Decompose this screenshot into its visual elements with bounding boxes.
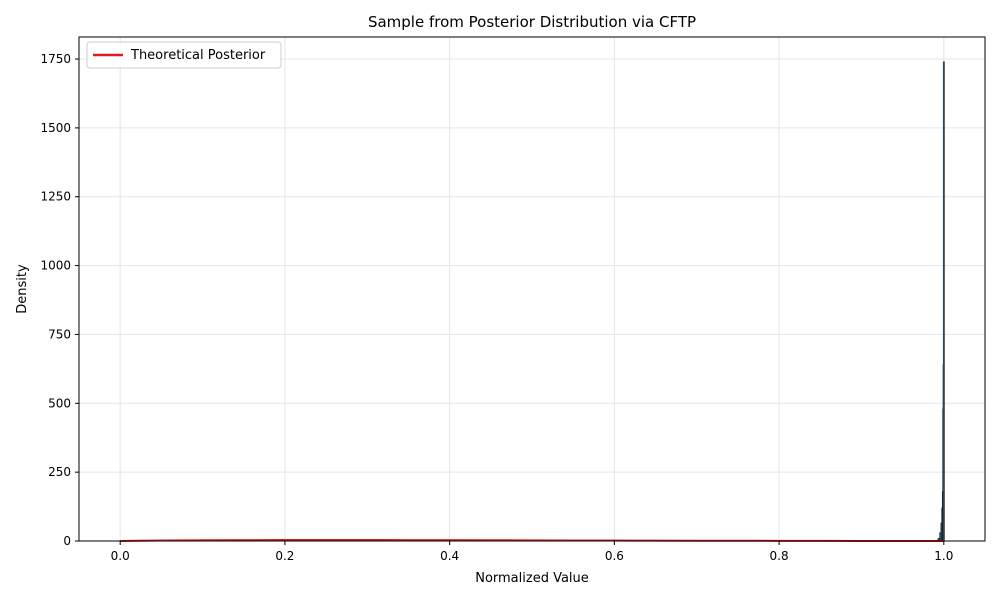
y-tick-label: 1250 [40,190,71,204]
chart-title: Sample from Posterior Distribution via C… [368,13,696,31]
y-axis-ticks: 0 250 500 750 1000 1250 1500 1750 [40,52,79,548]
x-axis-ticks: 0.0 0.2 0.4 0.6 0.8 1.0 [111,541,953,563]
plot-frame [78,36,986,542]
legend-label: Theoretical Posterior [130,48,266,63]
grid-lines [79,37,985,542]
y-tick-label: 250 [48,465,71,479]
legend: Theoretical Posterior [86,41,282,69]
y-tick-label: 750 [48,327,71,341]
x-tick-label: 0.2 [275,549,294,563]
histogram-bar [942,61,945,542]
y-tick-label: 1000 [40,259,71,273]
y-tick-label: 1750 [40,52,71,66]
y-axis-label: Density [15,264,30,314]
x-tick-label: 0.8 [770,549,789,563]
y-tick-label: 1500 [40,121,71,135]
x-axis-label: Normalized Value [475,571,589,586]
x-tick-label: 0.6 [605,549,624,563]
x-tick-label: 0.0 [111,549,130,563]
y-tick-label: 500 [48,396,71,410]
y-tick-label: 0 [63,534,71,548]
x-tick-label: 0.4 [440,549,459,563]
legend-box [86,41,282,69]
histogram-bars [935,61,945,542]
x-tick-label: 1.0 [934,549,953,563]
